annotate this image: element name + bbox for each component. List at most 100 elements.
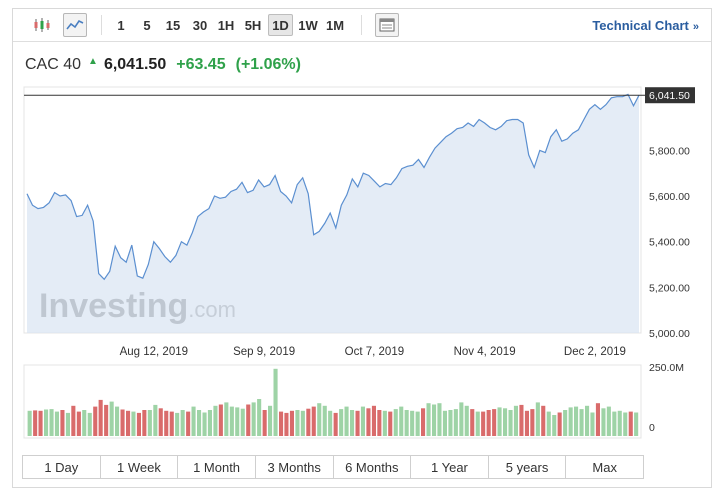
interval-1m[interactable]: 1M bbox=[325, 17, 345, 33]
interval-1h[interactable]: 1H bbox=[217, 17, 235, 33]
candlestick-icon[interactable] bbox=[30, 13, 54, 37]
volume-bottom-label: 0 bbox=[649, 422, 655, 434]
interval-30[interactable]: 30 bbox=[192, 17, 208, 33]
volume-bar bbox=[284, 412, 289, 436]
range-1-week[interactable]: 1 Week bbox=[101, 456, 179, 478]
volume-bar bbox=[158, 408, 163, 436]
volume-bar bbox=[87, 412, 92, 436]
up-arrow-icon: ▲ bbox=[88, 55, 98, 67]
volume-bar bbox=[377, 410, 382, 436]
volume-bar bbox=[344, 406, 349, 436]
range-3-months[interactable]: 3 Months bbox=[256, 456, 334, 478]
y-tick-label: 5,400.00 bbox=[649, 237, 690, 249]
volume-bar bbox=[300, 410, 305, 436]
x-tick-label: Oct 7, 2019 bbox=[345, 346, 404, 358]
volume-bar bbox=[404, 410, 409, 436]
volume-bar bbox=[295, 410, 300, 436]
last-price-tag: 6,041.50 bbox=[645, 87, 695, 104]
volume-bar bbox=[54, 411, 59, 436]
volume-bar bbox=[437, 403, 442, 436]
volume-bar bbox=[459, 402, 464, 436]
y-tick-label: 5,800.00 bbox=[649, 145, 690, 157]
volume-bar bbox=[175, 412, 180, 436]
volume-bar bbox=[595, 403, 600, 436]
volume-bar bbox=[131, 411, 136, 436]
volume-bar bbox=[169, 411, 174, 436]
volume-bar bbox=[546, 411, 551, 436]
volume-bar bbox=[235, 407, 240, 436]
volume-bar bbox=[328, 410, 333, 436]
x-axis: Aug 12, 2019 Sep 9, 2019 Oct 7, 2019 Nov 4,… bbox=[120, 346, 626, 358]
volume-bar bbox=[180, 410, 185, 436]
interval-1[interactable]: 1 bbox=[117, 17, 125, 33]
volume-bar bbox=[535, 402, 540, 436]
volume-bar bbox=[44, 409, 49, 436]
volume-bar bbox=[634, 412, 639, 436]
range-1-month[interactable]: 1 Month bbox=[178, 456, 256, 478]
x-tick-label: Nov 4, 2019 bbox=[454, 346, 516, 358]
volume-bar bbox=[93, 406, 98, 436]
price-change: +63.45 bbox=[176, 56, 226, 73]
range-1-year[interactable]: 1 Year bbox=[411, 456, 489, 478]
volume-bar bbox=[120, 409, 125, 436]
table-icon[interactable] bbox=[375, 13, 399, 37]
volume-bar bbox=[317, 403, 322, 436]
technical-chart-link[interactable]: Technical Chart» bbox=[592, 18, 699, 33]
volume-bar bbox=[623, 412, 628, 436]
volume-bar bbox=[563, 410, 568, 436]
volume-bar bbox=[71, 405, 76, 436]
volume-bar bbox=[508, 410, 513, 436]
volume-bar bbox=[541, 405, 546, 436]
index-name: CAC 40 bbox=[25, 56, 82, 73]
volume-bar bbox=[147, 410, 152, 436]
volume-bar bbox=[333, 412, 338, 436]
volume-bar bbox=[229, 406, 234, 436]
volume-bar bbox=[202, 412, 207, 436]
volume-bar bbox=[136, 412, 141, 436]
range-max[interactable]: Max bbox=[592, 459, 617, 475]
volume-bar bbox=[470, 409, 475, 436]
volume-bar bbox=[371, 405, 376, 436]
volume-bar bbox=[497, 407, 502, 436]
chart-widget: 1 5 15 30 1H 5H 1D 1W 1M Technical Chart… bbox=[12, 8, 712, 488]
price-line bbox=[26, 93, 640, 281]
volume-bar bbox=[197, 410, 202, 436]
y-tick-label: 5,600.00 bbox=[649, 191, 690, 203]
volume-bar bbox=[306, 408, 311, 436]
volume-bar bbox=[350, 410, 355, 436]
volume-bar bbox=[410, 410, 415, 436]
quote-line: CAC 40 ▲ 6,041.50 +63.45 (+1.06%) bbox=[25, 53, 301, 77]
volume-bar bbox=[464, 405, 469, 436]
interval-15[interactable]: 15 bbox=[165, 17, 181, 33]
interval-1w[interactable]: 1W bbox=[298, 17, 318, 33]
volume-bar bbox=[49, 409, 54, 436]
range-5-years[interactable]: 5 years bbox=[489, 456, 567, 478]
volume-bar bbox=[612, 411, 617, 436]
technical-chart-label: Technical Chart bbox=[592, 18, 689, 33]
volume-bar bbox=[213, 405, 218, 436]
volume-bar bbox=[33, 410, 38, 436]
interval-5h[interactable]: 5H bbox=[244, 17, 262, 33]
volume-bar bbox=[486, 410, 491, 436]
price-chart[interactable]: Investing.com 6,041.50 5,000.005,200.005… bbox=[13, 81, 711, 371]
y-axis: 5,000.00 5,200.00 5,400.00 5,600.00 5,800.00 bbox=[649, 145, 690, 340]
volume-bar bbox=[503, 408, 508, 436]
x-tick-label: Dec 2, 2019 bbox=[564, 346, 626, 358]
range-selector: 1 Day 1 Week 1 Month 3 Months 6 Months 1… bbox=[22, 455, 644, 479]
range-6-months[interactable]: 6 Months bbox=[334, 456, 412, 478]
line-chart-icon[interactable] bbox=[63, 13, 87, 37]
volume-bar bbox=[224, 402, 229, 436]
volume-bars bbox=[27, 368, 639, 436]
interval-5[interactable]: 5 bbox=[143, 17, 151, 33]
volume-bar bbox=[453, 409, 458, 436]
double-chevron-right-icon: » bbox=[692, 21, 699, 33]
volume-bar bbox=[126, 410, 131, 436]
range-1-day[interactable]: 1 Day bbox=[23, 456, 101, 478]
volume-bar bbox=[492, 409, 497, 436]
volume-bar bbox=[568, 407, 573, 436]
volume-bar bbox=[246, 404, 251, 436]
interval-1d[interactable]: 1D bbox=[268, 14, 293, 36]
volume-bar bbox=[552, 415, 557, 436]
volume-bar bbox=[109, 401, 114, 436]
volume-bar bbox=[268, 405, 273, 436]
